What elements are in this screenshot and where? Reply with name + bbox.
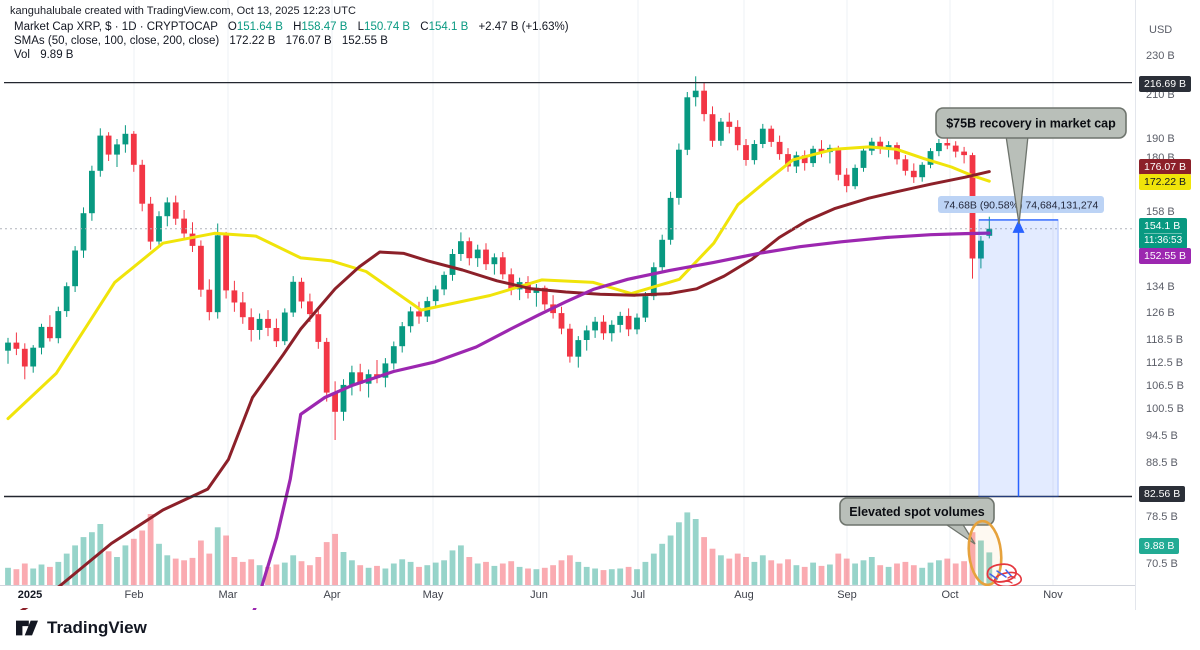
- x-axis-label[interactable]: Aug: [734, 589, 754, 601]
- x-axis-label[interactable]: Feb: [124, 589, 144, 601]
- x-axis-label[interactable]: Mar: [218, 589, 238, 601]
- y-axis-tick: 126 B: [1146, 307, 1175, 319]
- symbol-legend-row[interactable]: Market Cap XRP, $ · 1D · CRYPTOCAP O151.…: [14, 21, 569, 33]
- volume-legend-row[interactable]: Vol 9.89 B: [14, 49, 569, 61]
- high-label: H: [293, 21, 302, 33]
- y-axis-tick: 88.5 B: [1146, 457, 1178, 469]
- sma-100-line: [16, 170, 991, 612]
- sma-50-line: [6, 145, 991, 421]
- y-axis-tick: 210 B: [1146, 89, 1175, 101]
- change-value: +2.47 B (+1.63%): [478, 21, 569, 33]
- close-value: 154.1 B: [428, 21, 469, 33]
- tradingview-logo[interactable]: TradingView: [14, 617, 147, 639]
- tradingview-logo-text: TradingView: [47, 618, 147, 637]
- tradingview-logo-icon: [16, 620, 38, 636]
- price-badge: 176.07 B: [1139, 159, 1192, 175]
- price-badge: 152.55 B: [1139, 248, 1192, 264]
- candles: [5, 76, 993, 440]
- y-axis-tick: 158 B: [1146, 206, 1175, 218]
- measure-arrowhead: [1012, 219, 1025, 233]
- axis-currency-label: USD: [1149, 24, 1173, 36]
- y-axis-tick: 190 B: [1146, 133, 1175, 145]
- callout-elevated-volumes[interactable]: [839, 497, 995, 526]
- x-axis-label[interactable]: Oct: [941, 589, 959, 601]
- symbol-title[interactable]: Market Cap XRP, $ · 1D · CRYPTOCAP: [14, 21, 218, 33]
- price-chart-canvas[interactable]: 74.68B (90.58%) 74,684,131,274$75B recov…: [0, 0, 1200, 612]
- time-axis[interactable]: 2025 Feb Mar Apr May Jun Jul Aug Sep Oct Nov: [0, 586, 1135, 608]
- y-axis-tick: 112.5 B: [1146, 357, 1184, 369]
- x-axis-label[interactable]: Sep: [837, 589, 857, 601]
- y-axis-tick: 134 B: [1146, 281, 1175, 293]
- callout-75b-recovery-text: $75B recovery in market cap: [946, 117, 1116, 131]
- price-badge: 82.56 B: [1139, 486, 1186, 502]
- y-axis-tick: 230 B: [1146, 50, 1175, 62]
- callout-75b-recovery[interactable]: [935, 107, 1127, 139]
- sma100-value: 176.07 B: [285, 35, 332, 47]
- highlight-ellipse[interactable]: [966, 519, 1005, 587]
- close-label: C: [420, 21, 429, 33]
- x-axis-label[interactable]: Apr: [323, 589, 341, 601]
- open-label: O: [227, 21, 237, 33]
- y-axis-tick: 100.5 B: [1146, 403, 1184, 415]
- price-badge: 154.1 B 11:36:53: [1139, 218, 1188, 249]
- x-axis-label[interactable]: 2025: [17, 589, 43, 601]
- candle-countdown: 11:36:53: [1144, 233, 1183, 246]
- sma-200-line: [251, 231, 991, 612]
- sma200-value: 152.55 B: [341, 35, 388, 47]
- x-axis-label[interactable]: May: [422, 589, 444, 601]
- low-value: 150.74 B: [364, 21, 411, 33]
- price-badge: 172.22 B: [1139, 174, 1192, 190]
- high-value: 158.47 B: [301, 21, 348, 33]
- price-badge: 9.88 B: [1139, 538, 1180, 554]
- footer-bar: TradingView: [0, 610, 1200, 650]
- y-axis-tick: 106.5 B: [1146, 380, 1184, 392]
- callout-elevated-volumes-text: Elevated spot volumes: [849, 505, 985, 519]
- sma-legend-title[interactable]: SMAs (50, close, 100, close, 200, close): [14, 35, 220, 47]
- volume-value: 9.89 B: [40, 49, 74, 61]
- volume-bars: [5, 512, 993, 586]
- sma50-value: 172.22 B: [229, 35, 276, 47]
- y-axis-tick: 70.5 B: [1146, 558, 1178, 570]
- low-label: L: [357, 21, 365, 33]
- volume-legend-title[interactable]: Vol: [14, 49, 30, 61]
- y-axis-tick: 118.5 B: [1146, 334, 1184, 346]
- attribution-text: kanguhalubale created with TradingView.c…: [10, 5, 356, 17]
- open-value: 151.64 B: [236, 21, 283, 33]
- legend-overlay: kanguhalubale created with TradingView.c…: [10, 5, 569, 61]
- x-axis-label[interactable]: Jul: [630, 589, 646, 601]
- sma-legend-row[interactable]: SMAs (50, close, 100, close, 200, close)…: [14, 35, 569, 47]
- y-axis-tick: 78.5 B: [1146, 511, 1178, 523]
- x-axis-label[interactable]: Nov: [1043, 589, 1063, 601]
- x-axis-label[interactable]: Jun: [530, 589, 548, 601]
- y-axis-tick: 94.5 B: [1146, 430, 1178, 442]
- price-badge: 216.69 B: [1139, 76, 1192, 92]
